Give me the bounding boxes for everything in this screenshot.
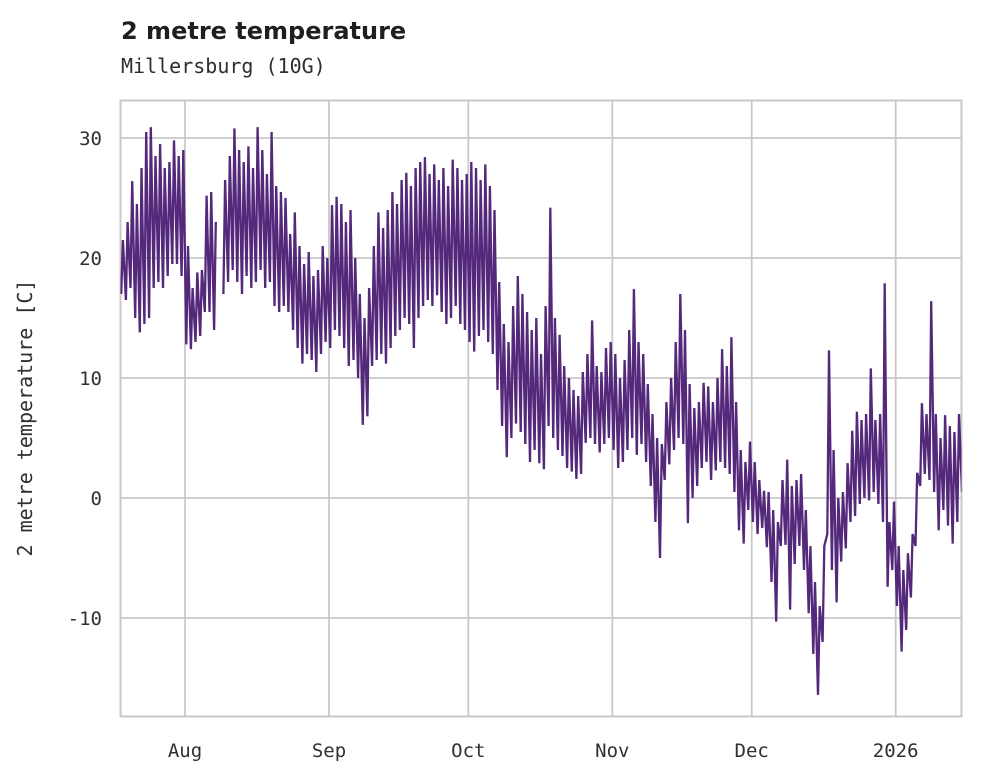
x-tick-label-Oct: Oct	[451, 740, 485, 762]
chart-title: 2 metre temperature	[121, 17, 407, 45]
y-tick-label-30: 30	[79, 128, 102, 150]
y-tick-label-0: 0	[91, 488, 102, 510]
x-tick-label-Sep: Sep	[312, 740, 346, 762]
chart-subtitle: Millersburg (10G)	[121, 54, 326, 78]
y-tick-label--10: -10	[68, 608, 102, 630]
x-tick-label-Dec: Dec	[735, 740, 769, 762]
plot-border	[119, 99, 963, 718]
temperature-series-line	[120, 127, 962, 695]
y-tick-label-20: 20	[79, 248, 102, 270]
tick-labels: 30 20 10 0 -10 Aug Sep Oct Nov Dec 2026	[68, 128, 919, 762]
y-tick-label-10: 10	[79, 368, 102, 390]
y-axis-label: 2 metre temperature [C]	[13, 279, 37, 557]
x-tick-label-2026: 2026	[873, 740, 919, 762]
x-tick-label-Nov: Nov	[595, 740, 629, 762]
x-tick-label-Aug: Aug	[168, 740, 202, 762]
